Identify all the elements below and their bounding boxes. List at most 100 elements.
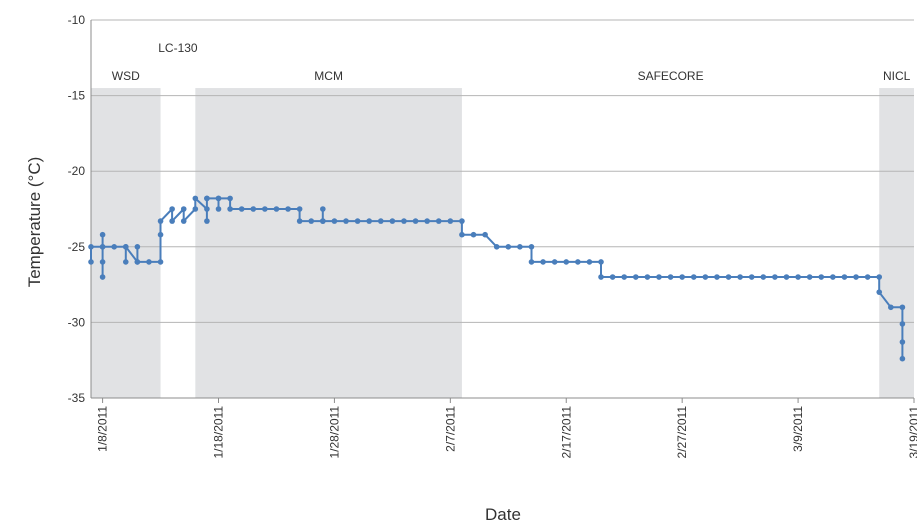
- data-point: [180, 218, 187, 224]
- region-label-nicl: NICL: [883, 69, 911, 83]
- data-point: [215, 206, 222, 212]
- data-point: [447, 218, 454, 224]
- data-point: [841, 274, 848, 280]
- x-axis-title: Date: [485, 505, 521, 524]
- data-point: [238, 206, 245, 212]
- x-tick-label: 1/8/2011: [96, 406, 110, 452]
- data-point: [772, 274, 778, 280]
- data-point: [806, 274, 813, 280]
- data-point: [331, 218, 338, 224]
- data-point: [157, 218, 164, 224]
- data-point: [88, 244, 94, 250]
- data-point: [134, 244, 141, 250]
- x-tick-label: 1/18/2011: [212, 406, 226, 459]
- y-tick-label: -25: [68, 240, 86, 254]
- region-band-nicl: [879, 88, 914, 398]
- data-point: [899, 355, 906, 362]
- data-point: [250, 206, 257, 212]
- data-point: [169, 218, 175, 224]
- region-label-lc-130: LC-130: [158, 41, 198, 55]
- data-point: [285, 206, 291, 212]
- data-point: [493, 244, 500, 250]
- region-band-mcm: [195, 88, 462, 398]
- data-point: [783, 274, 790, 280]
- series-layer: [88, 195, 906, 362]
- data-point: [134, 259, 141, 265]
- data-point: [227, 195, 233, 202]
- x-tick-label: 2/27/2011: [675, 406, 689, 459]
- region-shading-layer: [91, 88, 914, 398]
- data-point: [424, 218, 430, 224]
- data-point: [99, 244, 106, 250]
- data-point: [354, 218, 361, 224]
- data-point: [690, 274, 697, 280]
- data-point: [818, 274, 825, 280]
- region-band-wsd: [91, 88, 161, 398]
- data-point: [725, 274, 732, 280]
- y-tick-label: -35: [68, 391, 86, 405]
- x-tick-label: 2/7/2011: [443, 406, 457, 452]
- x-tick-label: 1/28/2011: [327, 406, 341, 459]
- data-point: [192, 206, 199, 212]
- data-point: [899, 321, 906, 327]
- data-point: [656, 274, 662, 280]
- data-point: [296, 206, 303, 212]
- data-point: [459, 231, 465, 238]
- data-point: [760, 274, 767, 280]
- data-point: [528, 259, 535, 265]
- data-point: [227, 206, 233, 212]
- data-point: [366, 218, 372, 224]
- data-point: [435, 218, 442, 224]
- data-point: [679, 274, 685, 280]
- data-point: [586, 259, 593, 265]
- data-point: [88, 259, 94, 265]
- data-point: [714, 274, 720, 280]
- data-point: [204, 206, 210, 212]
- x-tick-label: 3/9/2011: [791, 406, 805, 452]
- data-point: [551, 259, 558, 265]
- data-point: [899, 304, 906, 311]
- data-point: [204, 218, 210, 224]
- data-point: [644, 274, 651, 280]
- region-label-safecore: SAFECORE: [638, 69, 704, 83]
- data-point: [343, 218, 349, 224]
- data-point: [853, 274, 859, 280]
- data-point: [111, 244, 117, 250]
- x-tick-label: 3/19/2011: [907, 406, 917, 459]
- data-point: [204, 195, 210, 202]
- region-label-wsd: WSD: [112, 69, 140, 83]
- data-point: [864, 274, 871, 280]
- data-point: [598, 274, 604, 280]
- data-point: [470, 231, 477, 238]
- data-point: [320, 206, 326, 212]
- data-point: [598, 259, 604, 265]
- data-point: [528, 244, 535, 250]
- data-point: [262, 206, 268, 212]
- data-point: [273, 206, 280, 212]
- data-point: [563, 259, 570, 265]
- data-point: [157, 259, 164, 265]
- data-point: [702, 274, 709, 280]
- data-point: [296, 218, 303, 224]
- data-point: [401, 218, 407, 224]
- data-point: [609, 274, 616, 280]
- data-point: [215, 195, 222, 202]
- data-point: [412, 218, 419, 224]
- data-point: [99, 259, 106, 265]
- data-point: [459, 218, 465, 224]
- data-point: [99, 231, 106, 238]
- y-tick-label: -15: [68, 89, 86, 103]
- labels-layer: WSD LC-130 MCM SAFECORE NICL -10 -15 -20 -25 -30 -…: [68, 13, 917, 459]
- data-point: [157, 231, 164, 238]
- data-point: [540, 259, 546, 265]
- data-point: [308, 218, 315, 224]
- data-point: [876, 274, 883, 280]
- y-tick-label: -10: [68, 13, 86, 27]
- y-axis-title: Temperature (°C): [25, 157, 44, 288]
- data-point: [575, 259, 581, 265]
- x-tick-label: 2/17/2011: [559, 406, 573, 459]
- data-point: [99, 274, 106, 280]
- data-point: [621, 274, 628, 280]
- data-point: [169, 206, 175, 212]
